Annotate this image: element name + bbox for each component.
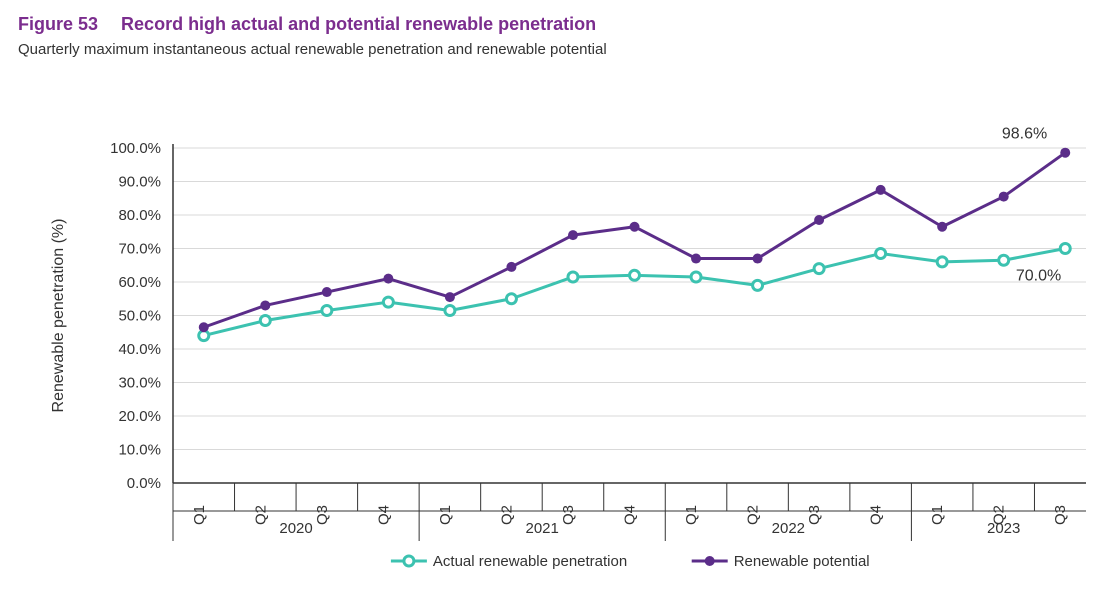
legend-item: Actual renewable penetration (391, 553, 627, 570)
y-tick-label: 10.0% (118, 442, 161, 459)
series-marker-potential (1060, 148, 1070, 158)
annotation: 98.6% (1002, 126, 1047, 143)
x-quarter-label: Q1 (683, 505, 700, 525)
series-marker-actual (568, 272, 578, 282)
x-quarter-label: Q2 (745, 505, 762, 525)
y-tick-label: 100.0% (110, 140, 161, 157)
series-line-potential (204, 153, 1065, 328)
x-quarter-label: Q3 (560, 505, 577, 525)
series-marker-potential (383, 274, 393, 284)
x-quarter-label: Q4 (868, 505, 885, 525)
figure-subtitle: Quarterly maximum instantaneous actual r… (18, 41, 1086, 58)
series-marker-potential (814, 215, 824, 225)
series-marker-potential (322, 287, 332, 297)
legend-label: Renewable potential (734, 553, 870, 570)
x-year-label: 2021 (526, 520, 559, 537)
series-marker-potential (876, 185, 886, 195)
figure-number: Figure 53 (18, 14, 98, 34)
figure-container: Figure 53 Record high actual and potenti… (0, 0, 1104, 595)
series-marker-potential (260, 300, 270, 310)
series-marker-potential (691, 254, 701, 264)
series-marker-actual (876, 249, 886, 259)
series-marker-actual (630, 270, 640, 280)
legend-item: Renewable potential (692, 553, 870, 570)
y-tick-label: 60.0% (118, 274, 161, 291)
series-marker-potential (568, 230, 578, 240)
figure-title: Figure 53 Record high actual and potenti… (18, 14, 1086, 35)
series-marker-potential (937, 222, 947, 232)
y-tick-label: 0.0% (127, 475, 161, 492)
y-axis-title: Renewable penetration (%) (50, 219, 67, 413)
series-marker-actual (260, 316, 270, 326)
x-quarter-label: Q1 (929, 505, 946, 525)
x-quarter-label: Q2 (252, 505, 269, 525)
line-chart: 0.0% 10.0% 20.0% 30.0% 40.0% 50.0% 60.0% 70.0% 8… (18, 68, 1086, 578)
legend: Actual renewable penetration Renewable po… (391, 553, 870, 570)
x-year-label: 2022 (772, 520, 805, 537)
y-tick-label: 50.0% (118, 308, 161, 325)
chart-area: 0.0% 10.0% 20.0% 30.0% 40.0% 50.0% 60.0% 70.0% 8… (18, 68, 1086, 578)
y-tick-label: 20.0% (118, 408, 161, 425)
x-quarter-label: Q3 (314, 505, 331, 525)
series-marker-potential (199, 322, 209, 332)
series-marker-actual (1060, 244, 1070, 254)
x-quarter-label: Q1 (191, 505, 208, 525)
x-quarter-label: Q4 (375, 505, 392, 525)
series-marker-actual (691, 272, 701, 282)
series-marker-actual (753, 280, 763, 290)
y-tick-label: 90.0% (118, 174, 161, 191)
y-tick-label: 40.0% (118, 341, 161, 358)
y-tick-label: 30.0% (118, 375, 161, 392)
series-marker-actual (383, 297, 393, 307)
x-quarter-label: Q3 (1052, 505, 1069, 525)
x-quarter-label: Q3 (806, 505, 823, 525)
y-tick-label: 80.0% (118, 207, 161, 224)
series-marker-actual (506, 294, 516, 304)
annotation: 70.0% (1016, 268, 1061, 285)
x-year-label: 2023 (987, 520, 1020, 537)
series-marker-potential (999, 192, 1009, 202)
x-quarter-label: Q4 (622, 505, 639, 525)
series-marker-actual (999, 255, 1009, 265)
series-marker-actual (814, 264, 824, 274)
x-year-label: 2020 (279, 520, 312, 537)
series-marker-potential (506, 262, 516, 272)
series-marker-potential (630, 222, 640, 232)
x-quarter-label: Q1 (437, 505, 454, 525)
series-marker-potential (753, 254, 763, 264)
y-tick-label: 70.0% (118, 241, 161, 258)
x-quarter-label: Q2 (498, 505, 515, 525)
series-marker-actual (322, 305, 332, 315)
figure-title-text: Record high actual and potential renewab… (121, 14, 596, 34)
series-marker-actual (445, 305, 455, 315)
series-marker-potential (445, 292, 455, 302)
series-marker-actual (937, 257, 947, 267)
legend-label: Actual renewable penetration (433, 553, 627, 570)
